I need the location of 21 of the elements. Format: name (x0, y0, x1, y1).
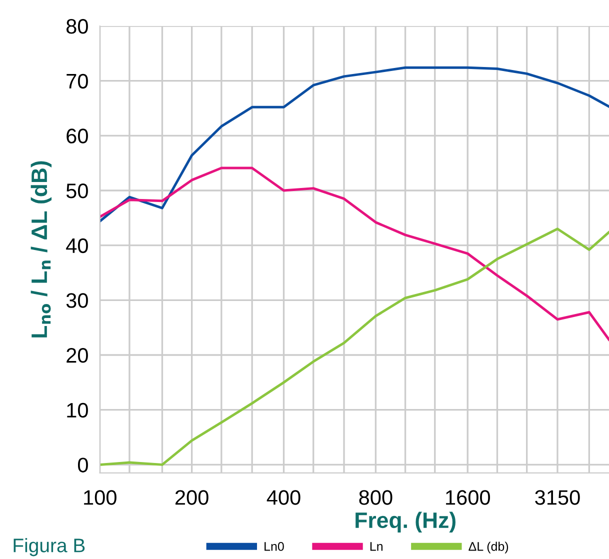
y-tick-label: 20 (66, 348, 88, 363)
y-tick-label: 40 (66, 238, 88, 254)
x-tick-label: 1600 (446, 490, 490, 505)
y-tick-label: 30 (66, 293, 88, 308)
x-tick-label: 200 (175, 490, 208, 505)
text: Figura B (14, 538, 85, 556)
legend-label: Ln (370, 542, 382, 551)
y-tick-label: 60 (66, 128, 88, 144)
legend-label: Ln0 (264, 542, 284, 551)
x-axis-title: Freq. (Hz) (356, 512, 456, 532)
y-tick-label: 0 (78, 458, 88, 472)
y-tick-label: 10 (67, 402, 88, 418)
x-tick-label: 3150 (535, 490, 580, 505)
legend-label: ΔL (db) (468, 542, 508, 554)
x-tick-label: 400 (266, 490, 300, 505)
y-tick-label: 80 (66, 18, 88, 34)
x-tick-label: 100 (84, 490, 116, 505)
x-tick-label: 800 (359, 490, 392, 505)
y-tick-label: 50 (66, 184, 88, 198)
y-tick-label: 70 (66, 74, 88, 89)
y-axis-title: L$_{no}$ / L$_{n}$ / ΔL (dB) (30, 161, 52, 338)
